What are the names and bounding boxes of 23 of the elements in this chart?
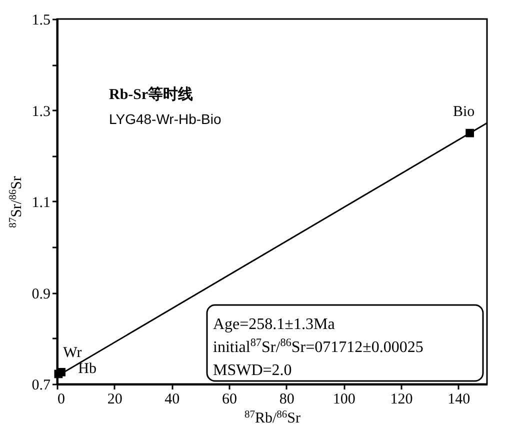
x-tick-label: 60 — [222, 392, 237, 408]
y-tick-label: 0.9 — [32, 286, 50, 302]
annotation: Bio — [452, 104, 475, 120]
text: LYG48-Wr-Hb-Bio — [109, 111, 222, 127]
text: Rb-Sr等时线 — [109, 86, 194, 103]
annotation: Wr — [63, 344, 82, 361]
x-tick-label: 0 — [58, 392, 65, 408]
x-tick-label: 140 — [448, 392, 470, 408]
annotation: Age=258.1±1.3Ma — [213, 316, 335, 333]
annotation: MSWD=2.0 — [213, 362, 292, 379]
y-tick-label: 1.1 — [32, 195, 50, 211]
y-tick-label: 1.3 — [32, 104, 50, 120]
x-tick-label: 100 — [332, 392, 356, 408]
annotation: initial$^{87}$Sr/$^{86}$Sr=071712±0.00025 — [213, 337, 424, 356]
annotation: Hb — [78, 361, 96, 378]
y-tick-label: 1.5 — [32, 12, 50, 28]
x-tick-label: 40 — [164, 392, 180, 408]
y-tick-label: 0.7 — [32, 378, 51, 394]
x-tick-label: 80 — [279, 392, 294, 408]
x-tick-label: 20 — [107, 392, 122, 408]
x-axis-title: $^{87}$Rb/$^{86}$Sr — [244, 409, 301, 426]
point — [466, 128, 474, 138]
x-tick-label: 120 — [390, 392, 413, 408]
